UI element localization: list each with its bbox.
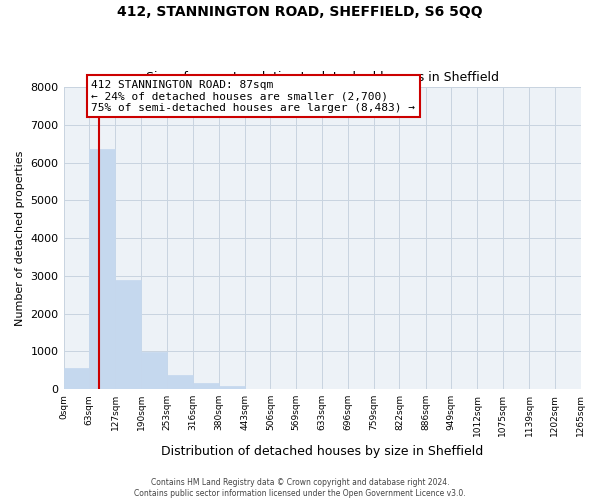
X-axis label: Distribution of detached houses by size in Sheffield: Distribution of detached houses by size … [161,444,483,458]
Text: 412 STANNINGTON ROAD: 87sqm
← 24% of detached houses are smaller (2,700)
75% of : 412 STANNINGTON ROAD: 87sqm ← 24% of det… [91,80,415,112]
Bar [141,352,167,389]
Bar [193,382,219,389]
Y-axis label: Number of detached properties: Number of detached properties [15,150,25,326]
Text: 412, STANNINGTON ROAD, SHEFFIELD, S6 5QQ: 412, STANNINGTON ROAD, SHEFFIELD, S6 5QQ [117,5,483,19]
Bar [89,150,115,389]
Text: Contains HM Land Registry data © Crown copyright and database right 2024.
Contai: Contains HM Land Registry data © Crown c… [134,478,466,498]
Bar [219,386,245,389]
Bar [64,368,89,389]
Bar [167,375,193,389]
Bar [115,280,141,389]
Title: Size of property relative to detached houses in Sheffield: Size of property relative to detached ho… [146,72,499,85]
